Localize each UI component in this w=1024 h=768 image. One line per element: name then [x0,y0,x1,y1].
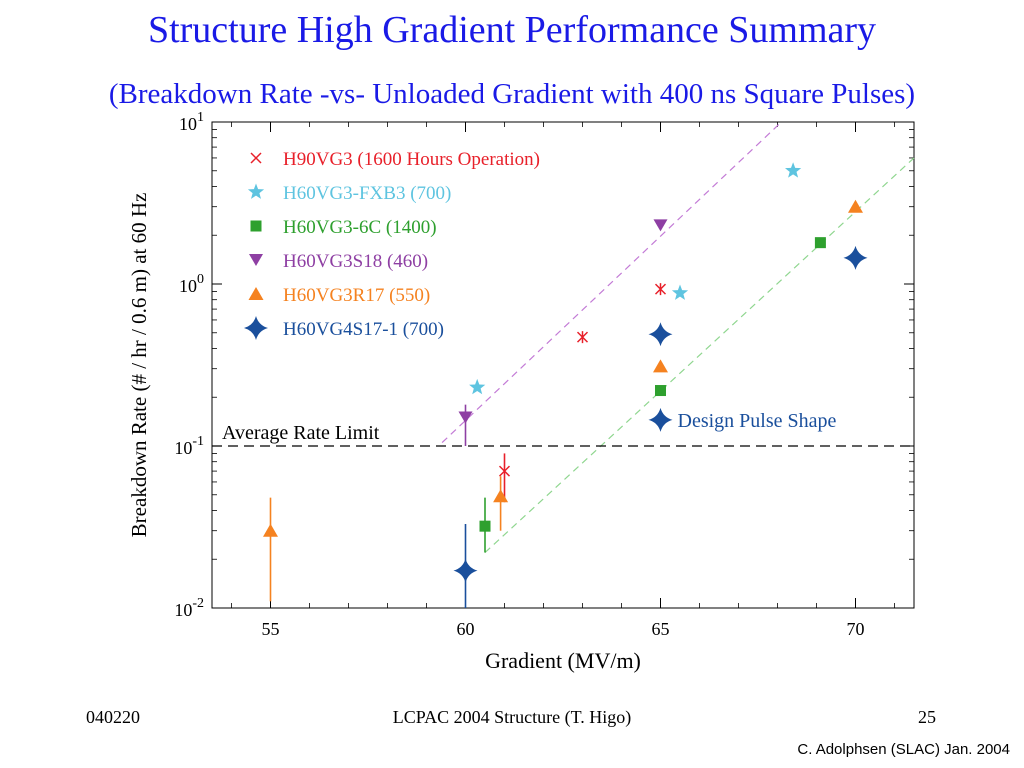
y-tick-label: 101 [179,110,204,134]
x-tick-label: 65 [652,619,670,639]
data-point [655,385,666,397]
legend-marker [250,152,262,164]
data-point [654,283,667,296]
footer-page-number: 25 [918,707,936,727]
data-point [785,162,802,178]
y-tick-label: 100 [179,272,204,296]
x-tick-label: 55 [262,619,280,639]
x-tick-label: 60 [457,619,475,639]
legend-marker [248,287,264,300]
data-point [576,331,589,344]
footer-date: 040220 [86,707,140,727]
data-point [671,284,689,300]
data-point [653,359,668,373]
data-point [843,245,868,270]
slide-title: Structure High Gradient Performance Summ… [147,9,877,51]
trend-line [484,157,915,553]
footer-conference: LCPAC 2004 Structure (T. Higo) [392,707,632,727]
data-point [469,378,486,395]
data-point [453,558,478,583]
data-point [814,237,826,249]
annotation-marker [648,407,673,432]
legend-label: H60VG3R17 (550) [283,285,430,306]
data-point [458,411,473,424]
rate-limit-label: Average Rate Limit [222,422,380,444]
y-axis-label: Breakdown Rate (# / hr / 0.6 m) at 60 Hz [127,193,151,538]
y-tick-label: 10-2 [174,596,204,620]
trend-line [441,121,782,444]
data-point [263,523,278,537]
y-tick-label: 10-1 [174,434,204,458]
legend-label: H90VG3 (1600 Hours Operation) [283,149,540,170]
footer-credit: C. Adolphsen (SLAC) Jan. 2004 [797,741,1010,758]
slide-subtitle: (Breakdown Rate -vs- Unloaded Gradient w… [108,78,916,110]
legend-marker [249,254,263,266]
data-point [498,465,511,477]
legend-marker [250,220,262,232]
legend-marker [244,316,268,340]
legend-label: H60VG3-FXB3 (700) [283,183,451,204]
data-point [648,322,673,347]
x-axis-label: Gradient (MV/m) [485,648,641,673]
data-point [848,199,863,213]
x-tick-label: 70 [847,619,865,639]
legend-label: H60VG3-6C (1400) [283,217,437,238]
data-point [479,520,491,532]
annotation-label: Design Pulse Shape [678,410,837,432]
legend-label: H60VG3S18 (460) [283,251,428,272]
plot-frame [211,121,915,609]
data-point [493,489,509,503]
legend-marker [247,183,265,199]
legend-label: H60VG4S17-1 (700) [283,319,444,340]
data-point [653,219,668,232]
